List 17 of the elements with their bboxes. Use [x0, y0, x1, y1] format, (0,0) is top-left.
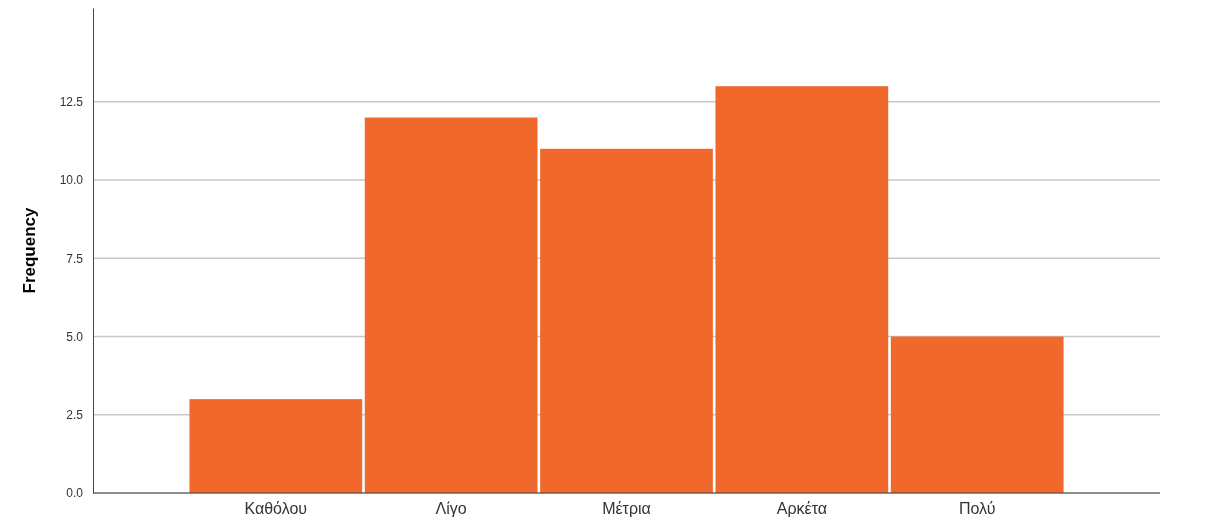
- x-tick-label: Καθόλου: [244, 500, 308, 518]
- y-tick-label: 10.0: [59, 173, 84, 188]
- y-tick-label: 0.0: [66, 486, 84, 501]
- bar: [715, 86, 889, 493]
- x-tick-label: Αρκέτα: [776, 500, 827, 518]
- y-tick-label: 5.0: [66, 329, 84, 344]
- x-tick-label: Μέτρια: [602, 500, 651, 518]
- y-axis-title: Frequency: [20, 206, 39, 294]
- x-tick-label: Πολύ: [958, 500, 996, 518]
- x-tick-label: Λίγο: [435, 500, 467, 518]
- y-tick-label: 12.5: [59, 95, 84, 110]
- bar: [540, 148, 713, 493]
- bar: [364, 117, 538, 493]
- y-tick-label: 7.5: [66, 251, 84, 266]
- bar: [890, 336, 1064, 493]
- y-tick-label: 2.5: [66, 408, 84, 423]
- bar: [189, 399, 363, 493]
